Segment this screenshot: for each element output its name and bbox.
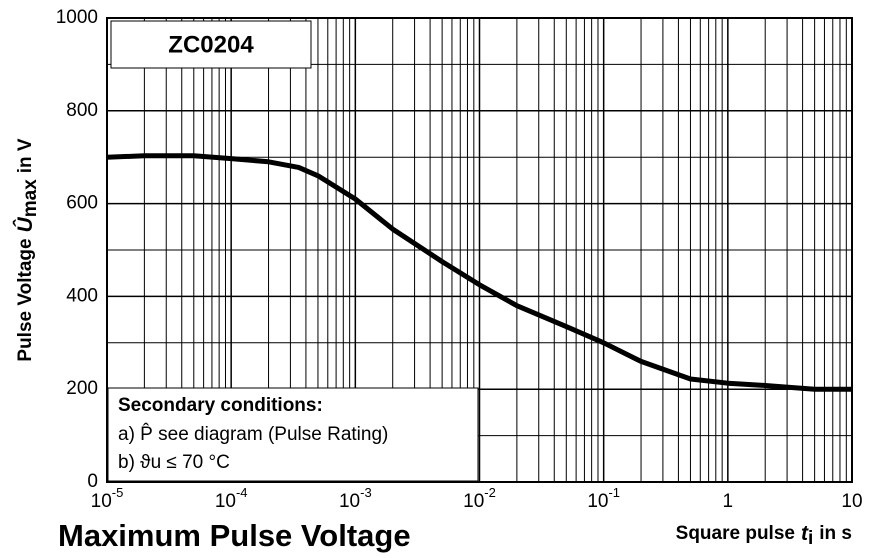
x-tick-base: 10 [463, 491, 484, 512]
x-tick-label: 10-4 [215, 485, 248, 512]
x-tick-exponent: -5 [112, 485, 124, 500]
series-line [106, 153, 852, 392]
x-label-text: Square pulse [676, 523, 795, 544]
x-axis-label: Square pulse ti in s [676, 522, 852, 549]
conditions-title: Secondary conditions: [118, 395, 323, 416]
x-tick-exponent: -4 [236, 485, 248, 500]
x-tick-exponent: -3 [360, 485, 372, 500]
y-tick-label: 200 [66, 378, 98, 399]
x-label-unit: in s [819, 523, 852, 544]
y-tick-label: 1000 [56, 7, 98, 28]
x-tick-label: 10 [841, 491, 862, 512]
x-tick-base: 10 [587, 491, 608, 512]
x-label-subscript: i [808, 528, 813, 549]
y-label-symbol: Û [13, 216, 37, 232]
x-tick-exponent: -1 [608, 485, 620, 500]
x-tick-exponent: -2 [484, 485, 496, 500]
x-tick-base: 10 [91, 491, 112, 512]
y-axis-label: Pulse Voltage Ûmax in V [13, 138, 41, 362]
x-label-symbol: t [801, 522, 809, 545]
y-label-subscript: max [20, 179, 41, 217]
y-label-unit: in V [15, 138, 36, 173]
y-tick-label: 400 [66, 285, 98, 306]
series-label: ZC0204 [168, 31, 254, 58]
label-box [110, 20, 312, 69]
y-tick-label: 600 [66, 193, 98, 214]
x-tick-base: 10 [339, 491, 360, 512]
x-tick-label: 1 [723, 491, 734, 512]
y-tick-label: 0 [87, 471, 98, 492]
condition: b) ϑu ≤ 70 °C [118, 452, 230, 473]
y-tick-label: 800 [66, 100, 98, 121]
x-tick-label: 10-5 [91, 485, 124, 512]
x-tick-label: 10-3 [339, 485, 372, 512]
chart-title: Maximum Pulse Voltage [58, 518, 411, 553]
plot-frame [106, 17, 853, 483]
x-tick-base: 10 [215, 491, 236, 512]
y-label-text: Pulse Voltage [15, 238, 36, 361]
condition: a) P̂ see diagram (Pulse Rating) [118, 423, 388, 445]
conditions-box [107, 387, 479, 482]
x-tick-label: 10-1 [587, 485, 620, 512]
x-tick-label: 10-2 [463, 485, 496, 512]
